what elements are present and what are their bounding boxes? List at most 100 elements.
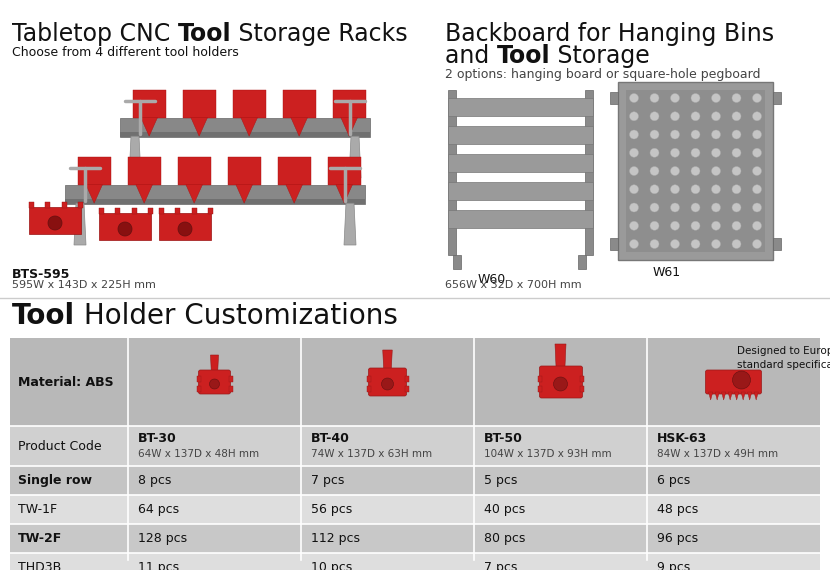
Polygon shape xyxy=(290,117,307,136)
Circle shape xyxy=(691,239,700,249)
Bar xyxy=(10,426,820,466)
Polygon shape xyxy=(286,185,302,203)
Bar xyxy=(404,376,408,382)
Circle shape xyxy=(382,378,393,390)
Circle shape xyxy=(711,130,720,139)
Polygon shape xyxy=(741,392,745,400)
Polygon shape xyxy=(136,185,153,203)
Text: Holder Customizations: Holder Customizations xyxy=(76,302,398,330)
Bar xyxy=(10,495,820,524)
Bar xyxy=(65,185,365,204)
Bar xyxy=(10,338,820,426)
Bar xyxy=(448,98,593,116)
Bar xyxy=(132,208,137,214)
FancyBboxPatch shape xyxy=(369,368,407,396)
Bar xyxy=(77,157,111,185)
Circle shape xyxy=(711,221,720,230)
Text: TW-2F: TW-2F xyxy=(18,532,62,545)
Bar xyxy=(404,386,408,392)
Bar xyxy=(610,92,618,104)
Circle shape xyxy=(629,148,638,157)
Polygon shape xyxy=(341,117,358,136)
Circle shape xyxy=(691,221,700,230)
Circle shape xyxy=(753,148,761,157)
Bar xyxy=(579,386,583,392)
Circle shape xyxy=(753,185,761,194)
Circle shape xyxy=(711,93,720,103)
Text: HSK-63: HSK-63 xyxy=(657,433,707,446)
Polygon shape xyxy=(129,136,141,178)
Circle shape xyxy=(691,130,700,139)
Bar xyxy=(197,376,201,382)
Circle shape xyxy=(711,166,720,176)
Circle shape xyxy=(629,203,638,212)
Text: 56 pcs: 56 pcs xyxy=(311,503,352,516)
Circle shape xyxy=(671,166,680,176)
Text: 7 pcs: 7 pcs xyxy=(484,561,517,570)
Polygon shape xyxy=(85,185,102,203)
Circle shape xyxy=(691,185,700,194)
Circle shape xyxy=(671,93,680,103)
Circle shape xyxy=(671,239,680,249)
Polygon shape xyxy=(735,392,739,400)
Circle shape xyxy=(691,166,700,176)
Bar xyxy=(232,90,266,117)
Circle shape xyxy=(650,148,659,157)
Text: Tool: Tool xyxy=(178,22,232,46)
Polygon shape xyxy=(754,392,759,400)
Circle shape xyxy=(691,112,700,121)
Circle shape xyxy=(732,166,741,176)
Bar xyxy=(115,208,120,214)
Text: Single row: Single row xyxy=(18,474,92,487)
Bar xyxy=(585,90,593,255)
Bar xyxy=(773,92,781,104)
Bar xyxy=(192,208,197,214)
Text: Designed to European
standard specifications: Designed to European standard specificat… xyxy=(737,346,830,370)
Text: 595W x 143D x 225H mm: 595W x 143D x 225H mm xyxy=(12,280,156,290)
Bar xyxy=(99,208,104,214)
Polygon shape xyxy=(141,117,158,136)
Bar xyxy=(227,157,261,185)
Bar xyxy=(277,157,310,185)
Text: 9 pcs: 9 pcs xyxy=(657,561,691,570)
Circle shape xyxy=(753,239,761,249)
Text: Tool: Tool xyxy=(12,302,76,330)
Polygon shape xyxy=(236,185,252,203)
Circle shape xyxy=(629,185,638,194)
Text: TW-1F: TW-1F xyxy=(18,503,57,516)
Bar xyxy=(175,208,180,214)
Bar xyxy=(448,126,593,144)
Text: 74W x 137D x 63H mm: 74W x 137D x 63H mm xyxy=(311,449,432,459)
Text: 5 pcs: 5 pcs xyxy=(484,474,517,487)
Circle shape xyxy=(753,130,761,139)
Circle shape xyxy=(650,166,659,176)
FancyBboxPatch shape xyxy=(706,370,761,394)
Text: 40 pcs: 40 pcs xyxy=(484,503,525,516)
Circle shape xyxy=(753,203,761,212)
Bar xyxy=(10,524,820,553)
FancyBboxPatch shape xyxy=(540,366,583,398)
Text: 656W x 32D x 700H mm: 656W x 32D x 700H mm xyxy=(445,280,582,290)
Bar xyxy=(538,386,541,392)
Text: 112 pcs: 112 pcs xyxy=(311,532,360,545)
Text: 64W x 137D x 48H mm: 64W x 137D x 48H mm xyxy=(138,449,259,459)
Circle shape xyxy=(753,166,761,176)
Text: Choose from 4 different tool holders: Choose from 4 different tool holders xyxy=(12,46,239,59)
Bar xyxy=(99,213,151,241)
Bar xyxy=(282,90,316,117)
Circle shape xyxy=(629,239,638,249)
Circle shape xyxy=(671,130,680,139)
Polygon shape xyxy=(728,392,732,400)
Text: 8 pcs: 8 pcs xyxy=(138,474,171,487)
Circle shape xyxy=(732,185,741,194)
Bar xyxy=(228,376,232,382)
Circle shape xyxy=(711,185,720,194)
Bar xyxy=(333,90,366,117)
Bar xyxy=(159,208,164,214)
Circle shape xyxy=(753,221,761,230)
Polygon shape xyxy=(336,185,353,203)
Polygon shape xyxy=(349,136,361,178)
Text: 128 pcs: 128 pcs xyxy=(138,532,187,545)
Bar xyxy=(61,202,66,208)
Text: 48 pcs: 48 pcs xyxy=(657,503,698,516)
